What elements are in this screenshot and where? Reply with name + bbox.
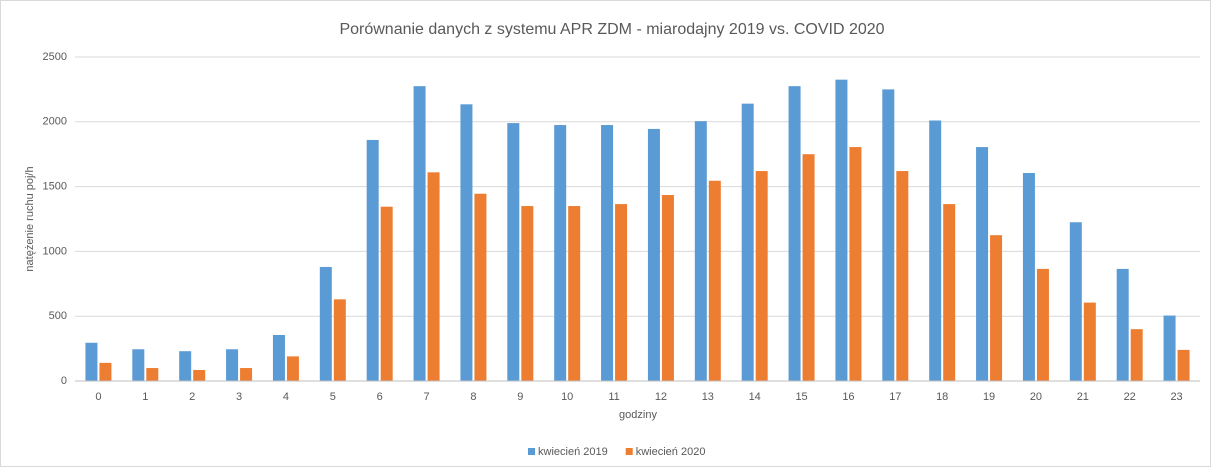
bar (366, 139, 379, 381)
x-tick-label: 2 (189, 391, 195, 403)
bar (1083, 302, 1096, 381)
bar (226, 349, 239, 381)
x-tick-label: 16 (842, 391, 854, 403)
bar (521, 206, 534, 381)
legend-label: kwiecień 2020 (636, 446, 706, 458)
legend-swatch (528, 448, 535, 455)
bar (460, 104, 473, 381)
bar (1177, 349, 1190, 381)
x-tick-label: 22 (1124, 391, 1136, 403)
bar (741, 103, 754, 381)
x-tick-label: 4 (283, 391, 289, 403)
x-tick-label: 1 (142, 391, 148, 403)
y-tick-label: 1000 (43, 245, 67, 257)
bar (1022, 172, 1035, 381)
bar (272, 334, 285, 381)
bar (943, 204, 956, 381)
y-tick-label: 1500 (43, 181, 67, 193)
bar (896, 171, 909, 381)
x-tick-label: 10 (561, 391, 573, 403)
y-tick-label: 2500 (43, 51, 67, 63)
bar (647, 128, 660, 381)
bar (179, 351, 192, 381)
x-tick-label: 0 (95, 391, 101, 403)
x-tick-label: 14 (749, 391, 761, 403)
bar (554, 125, 567, 381)
bar (240, 368, 253, 381)
bar (601, 125, 614, 381)
bar (413, 86, 426, 381)
x-tick-label: 8 (470, 391, 476, 403)
bar (1036, 268, 1049, 381)
x-tick-label: 19 (983, 391, 995, 403)
bar (976, 147, 989, 381)
y-tick-label: 2000 (43, 116, 67, 128)
x-tick-label: 20 (1030, 391, 1042, 403)
x-tick-label: 5 (330, 391, 336, 403)
x-tick-label: 11 (608, 391, 619, 403)
bar (849, 147, 862, 381)
bar (85, 342, 98, 381)
bar (474, 193, 487, 381)
bar (380, 206, 393, 381)
bar (1163, 315, 1176, 381)
bar (1130, 329, 1143, 381)
bar (99, 362, 112, 381)
bar (929, 120, 942, 381)
bar (427, 172, 440, 381)
x-tick-label: 23 (1170, 391, 1182, 403)
bar (1116, 268, 1129, 381)
bar (694, 121, 707, 381)
legend-swatch (625, 448, 633, 455)
bar (193, 369, 206, 381)
x-tick-label: 7 (424, 391, 430, 403)
bar (615, 204, 628, 381)
y-tick-label: 0 (61, 375, 67, 387)
bar (661, 195, 674, 381)
bar (319, 266, 332, 381)
x-tick-label: 15 (795, 391, 807, 403)
bar (755, 171, 768, 381)
legend-label: kwiecień 2019 (538, 446, 608, 458)
bar (990, 235, 1003, 381)
x-axis-label: godziny (619, 409, 657, 421)
bar (333, 299, 346, 381)
bar (146, 368, 159, 381)
chart-title: Porównanie danych z systemu APR ZDM - mi… (339, 21, 884, 38)
bar (1069, 222, 1082, 381)
x-tick-label: 21 (1077, 391, 1089, 403)
bar (882, 89, 895, 382)
x-tick-label: 6 (377, 391, 383, 403)
x-tick-label: 18 (936, 391, 948, 403)
x-tick-label: 9 (517, 391, 523, 403)
x-tick-label: 12 (655, 391, 667, 403)
bar (802, 154, 815, 381)
bar (507, 123, 520, 381)
x-tick-label: 3 (236, 391, 242, 403)
bar (568, 206, 581, 381)
y-axis-label: natężenie ruchu poj/h (24, 166, 36, 271)
x-tick-label: 13 (702, 391, 714, 403)
x-tick-label: 17 (889, 391, 901, 403)
bar (788, 86, 801, 381)
bar (835, 79, 848, 382)
y-tick-label: 500 (49, 310, 67, 322)
bar (286, 356, 299, 381)
bar (708, 180, 721, 381)
bar (132, 349, 145, 381)
